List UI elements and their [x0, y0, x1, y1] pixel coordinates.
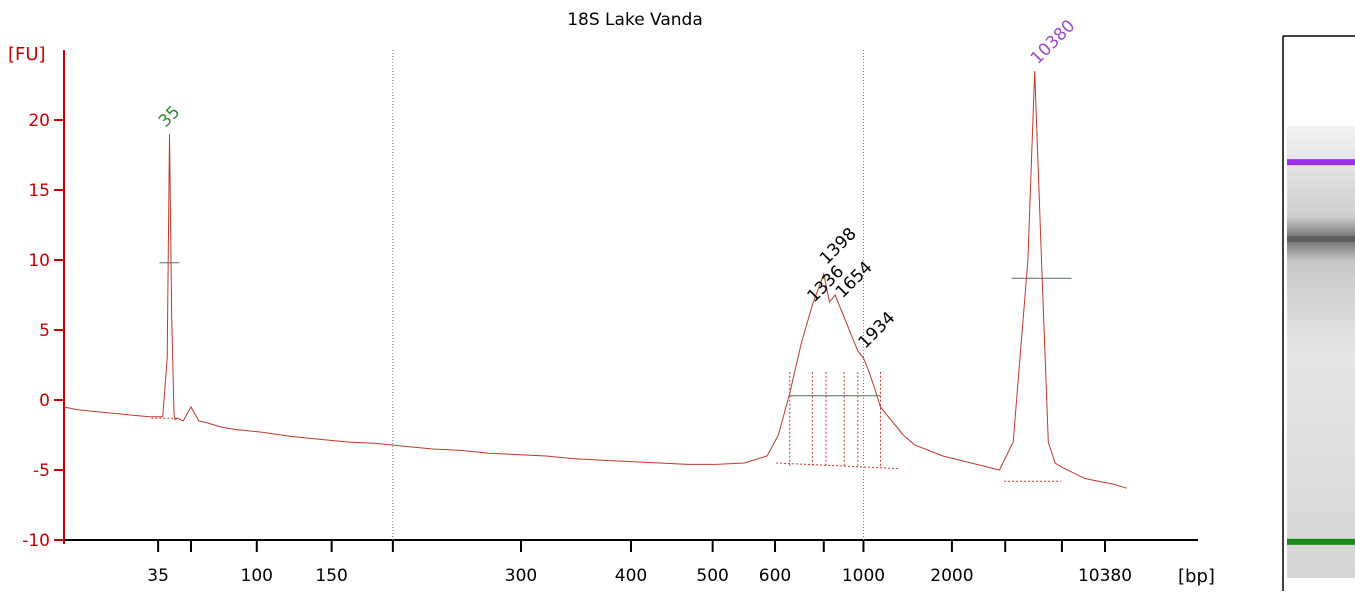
x-tick-label: 600 — [759, 566, 791, 586]
x-tick-label: 400 — [615, 566, 647, 586]
peak-label: 35 — [155, 102, 184, 131]
x-tick-label: 300 — [505, 566, 537, 586]
x-tick-label: 2000 — [930, 566, 973, 586]
x-ticks: 35 100 150 300 400 500 600 1000 2000 10380 — [147, 540, 1132, 586]
y-ticks: -10 -5 0 5 10 15 20 — [22, 111, 64, 551]
peak-label: 1398 — [816, 224, 861, 269]
y-axis-unit: [FU] — [8, 44, 46, 65]
gel-band-1 — [1287, 159, 1355, 166]
y-tick-label: 0 — [39, 391, 50, 411]
y-tick-label: 5 — [39, 321, 50, 341]
x-axis-unit: [bp] — [1178, 566, 1215, 587]
y-tick-label: -10 — [22, 531, 50, 551]
peak-label: 1934 — [855, 308, 900, 353]
y-tick-label: 10 — [28, 251, 50, 271]
x-tick-label: 10380 — [1078, 566, 1132, 586]
x-tick-label: 500 — [696, 566, 728, 586]
peak-label: 10380 — [1027, 16, 1079, 68]
y-tick-label: 20 — [28, 111, 50, 131]
series-line-1 — [63, 70, 1127, 489]
gel-band-2 — [1287, 236, 1355, 242]
x-tick-label: 100 — [241, 566, 273, 586]
gridlines — [392, 50, 864, 540]
gel-band-3 — [1287, 538, 1355, 545]
x-tick-label: 35 — [147, 566, 169, 586]
gel-lane-background — [1287, 126, 1355, 578]
x-tick-label: 150 — [315, 566, 347, 586]
gel-lane — [1282, 35, 1355, 591]
y-tick-label: -5 — [33, 461, 50, 481]
x-tick-label: 1000 — [842, 566, 885, 586]
integration-baseline — [776, 462, 900, 470]
series-group — [63, 70, 1127, 489]
chart-title: 18S Lake Vanda — [567, 10, 703, 30]
y-tick-label: 15 — [28, 181, 50, 201]
axes — [60, 50, 1198, 544]
